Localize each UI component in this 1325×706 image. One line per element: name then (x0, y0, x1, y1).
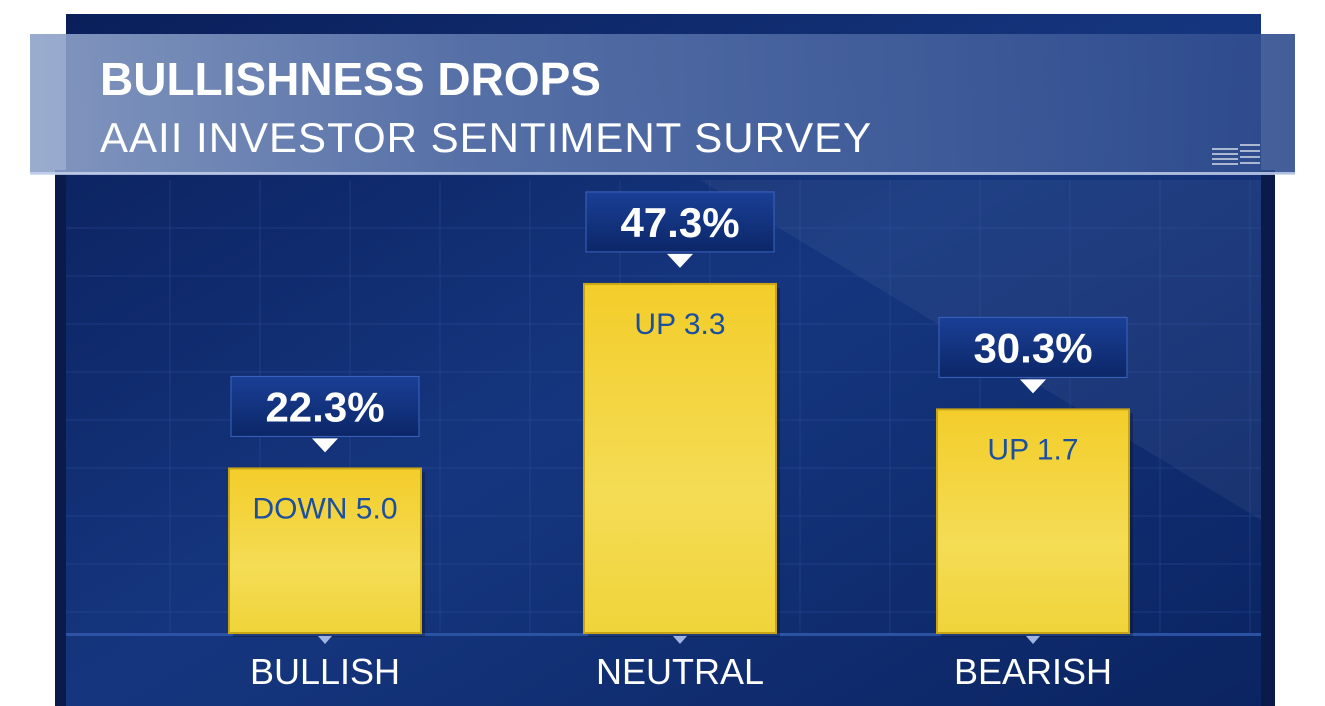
tick-marker-icon (1026, 636, 1040, 644)
header-banner (30, 34, 1295, 174)
tick-marker-icon (673, 636, 687, 644)
bar-neutral (583, 282, 777, 634)
change-label-neutral: UP 3.3 (634, 308, 725, 341)
left-bezel (55, 170, 66, 706)
header-stripes-icon (1212, 144, 1260, 165)
bars-layer: DOWN 5.0 22.3% BULLISH UP 3.3 47.3% NEUTRAL UP… (228, 191, 1133, 692)
header-banner-edge (30, 172, 1295, 175)
value-pointer-icon (312, 438, 338, 453)
chart-subtitle: AAII INVESTOR SENTIMENT SURVEY (100, 114, 872, 161)
category-label-bullish: BULLISH (250, 651, 400, 692)
value-label-neutral: 47.3% (620, 199, 739, 246)
value-label-bearish: 30.3% (973, 324, 1092, 371)
value-box-bullish (230, 375, 420, 437)
value-pointer-icon (1020, 379, 1046, 394)
chart-baseline (66, 633, 1261, 636)
value-label-bullish: 22.3% (265, 383, 384, 430)
value-pointer-icon (667, 253, 693, 268)
change-label-bearish: UP 1.7 (987, 433, 1078, 466)
category-label-neutral: NEUTRAL (596, 651, 764, 692)
change-label-bullish: DOWN 5.0 (252, 492, 397, 525)
value-box-neutral (585, 191, 775, 253)
value-box-bearish (938, 316, 1128, 378)
bar-bullish (228, 467, 422, 634)
tick-marker-icon (318, 636, 332, 644)
bar-bearish (936, 408, 1130, 634)
right-bezel (1261, 170, 1275, 706)
chart-title: BULLISHNESS DROPS (100, 53, 601, 105)
category-label-bearish: BEARISH (954, 651, 1112, 692)
